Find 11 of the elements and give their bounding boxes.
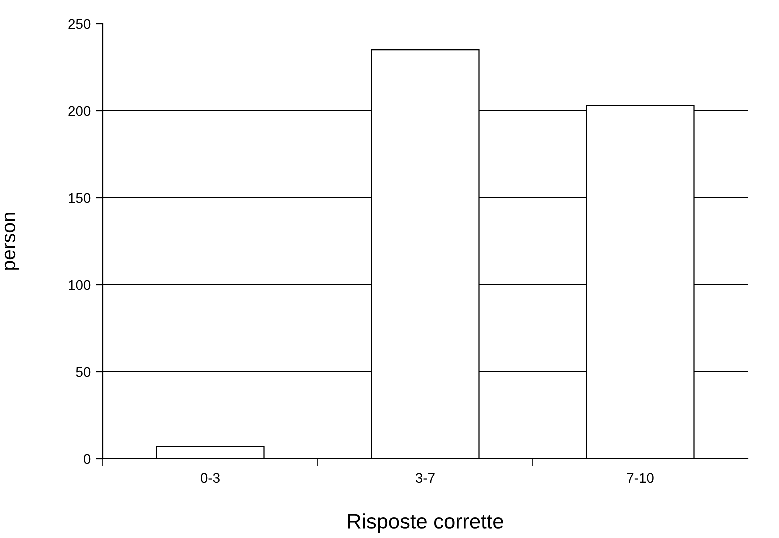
y-tick-label: 50 — [76, 367, 91, 378]
y-tick-label: 200 — [68, 106, 91, 116]
y-tick-label: 150 — [69, 193, 91, 204]
y-tick-label: 250 — [68, 19, 91, 30]
x-tick-label: 7-10 — [627, 473, 654, 484]
x-tick-label: 3-7 — [416, 473, 435, 484]
x-tick-label: 0-3 — [201, 473, 220, 484]
y-tick-label: 0 — [84, 454, 91, 464]
x-axis-title: Risposte corrette — [348, 514, 504, 534]
y-tick-label: 100 — [69, 280, 91, 290]
y-axis-title: person — [4, 213, 20, 270]
